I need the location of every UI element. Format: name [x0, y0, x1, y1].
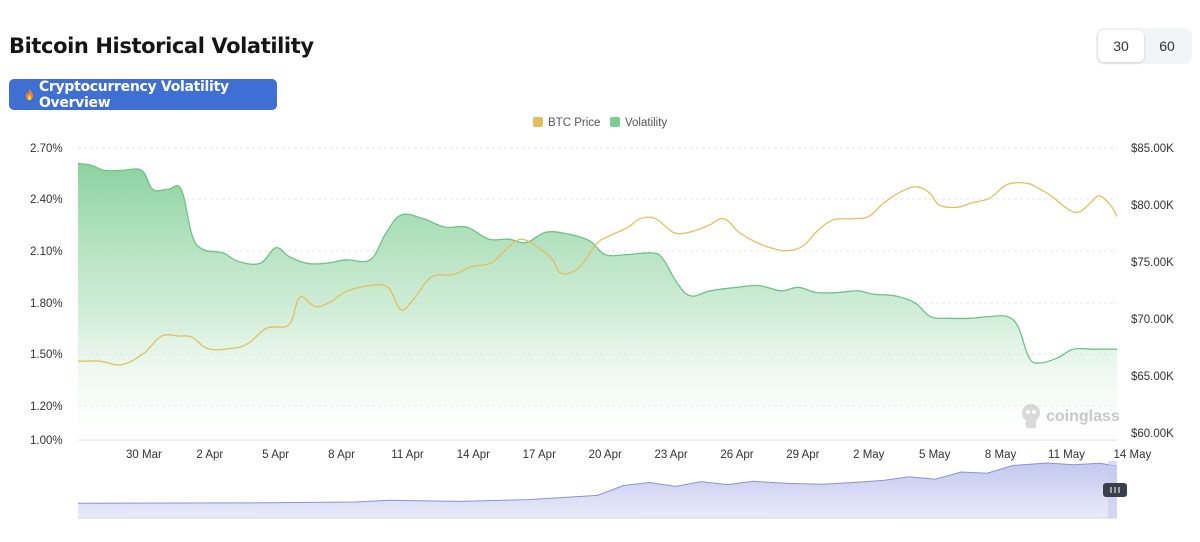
watermark-text: coinglass [1046, 408, 1120, 425]
right-y-axis: $85.00K $80.00K $75.00K $70.00K $65.00K $60.0… [1131, 143, 1174, 440]
volatility-overview-label: Cryptocurrency Volatility Overview [38, 78, 229, 111]
right-axis-tick-label: $85.00K [1131, 143, 1174, 155]
left-axis-tick-label: 1.50% [30, 349, 63, 361]
left-axis-tick-label: 1.80% [30, 298, 63, 310]
right-axis-tick-label: $65.00K [1131, 371, 1174, 383]
left-axis-tick-label: 1.20% [30, 401, 63, 413]
period-60-button[interactable]: 60 [1159, 38, 1175, 54]
period-toggle: 30 60 [1096, 28, 1192, 64]
x-axis-tick-label: 5 Apr [262, 449, 289, 461]
left-axis-tick-label: 2.10% [30, 246, 63, 258]
legend-label-volatility[interactable]: Volatility [625, 117, 667, 129]
chart-navigator[interactable] [77, 461, 1118, 519]
volatility-overview-button[interactable]: Cryptocurrency Volatility Overview [9, 78, 277, 111]
navigator-area [78, 463, 1117, 518]
x-axis: 30 Mar 2 Apr 5 Apr 8 Apr 11 Apr 14 Apr 17 Apr 2… [126, 449, 1151, 461]
x-axis-tick-label: 20 Apr [589, 449, 622, 461]
legend-swatch-btc-price [533, 117, 543, 127]
period-30-button[interactable]: 30 [1098, 30, 1144, 62]
chart-legend: BTC Price Volatility [533, 117, 667, 129]
x-axis-tick-label: 2 Apr [196, 449, 223, 461]
right-axis-tick-label: $80.00K [1131, 200, 1174, 212]
coinglass-logo-icon [1022, 404, 1040, 428]
volatility-series-line [77, 162, 1117, 364]
x-axis-tick-label: 8 Apr [328, 449, 355, 461]
navigator-handle[interactable] [1103, 483, 1127, 497]
x-axis-tick-label: 23 Apr [654, 449, 687, 461]
x-axis-tick-label: 29 Apr [786, 449, 819, 461]
coinglass-watermark: coinglass [1022, 404, 1120, 428]
navigator-line [77, 462, 1118, 504]
fire-icon [25, 88, 34, 101]
x-axis-tick-label: 17 Apr [523, 449, 556, 461]
left-y-axis: 2.70% 2.40% 2.10% 1.80% 1.50% 1.20% 1.00% [30, 143, 63, 447]
x-axis-tick-label: 11 May [1048, 449, 1085, 461]
x-axis-tick-label: 11 Apr [391, 449, 424, 461]
right-axis-tick-label: $75.00K [1131, 257, 1174, 269]
btc-price-line-layer [77, 182, 1118, 366]
x-axis-tick-label: 26 Apr [720, 449, 753, 461]
right-axis-tick-label: $60.00K [1131, 428, 1174, 440]
left-axis-tick-label: 2.40% [30, 194, 63, 206]
legend-label-btc-price[interactable]: BTC Price [548, 117, 600, 129]
right-axis-tick-label: $70.00K [1131, 314, 1174, 326]
x-axis-tick-label: 14 Apr [457, 449, 490, 461]
left-axis-tick-label: 2.70% [30, 143, 63, 155]
page-title: Bitcoin Historical Volatility [9, 34, 314, 58]
volatility-area-fill [78, 163, 1117, 440]
x-axis-tick-label: 8 May [985, 449, 1017, 461]
left-axis-tick-label: 1.00% [30, 435, 63, 447]
x-axis-tick-label: 14 May [1114, 449, 1152, 461]
x-axis-tick-label: 5 May [919, 449, 951, 461]
legend-swatch-volatility [610, 117, 620, 127]
x-axis-tick-label: 2 May [853, 449, 885, 461]
volatility-area-layer [77, 162, 1117, 440]
x-axis-tick-label: 30 Mar [126, 449, 162, 461]
btc-price-series-line [77, 182, 1118, 366]
